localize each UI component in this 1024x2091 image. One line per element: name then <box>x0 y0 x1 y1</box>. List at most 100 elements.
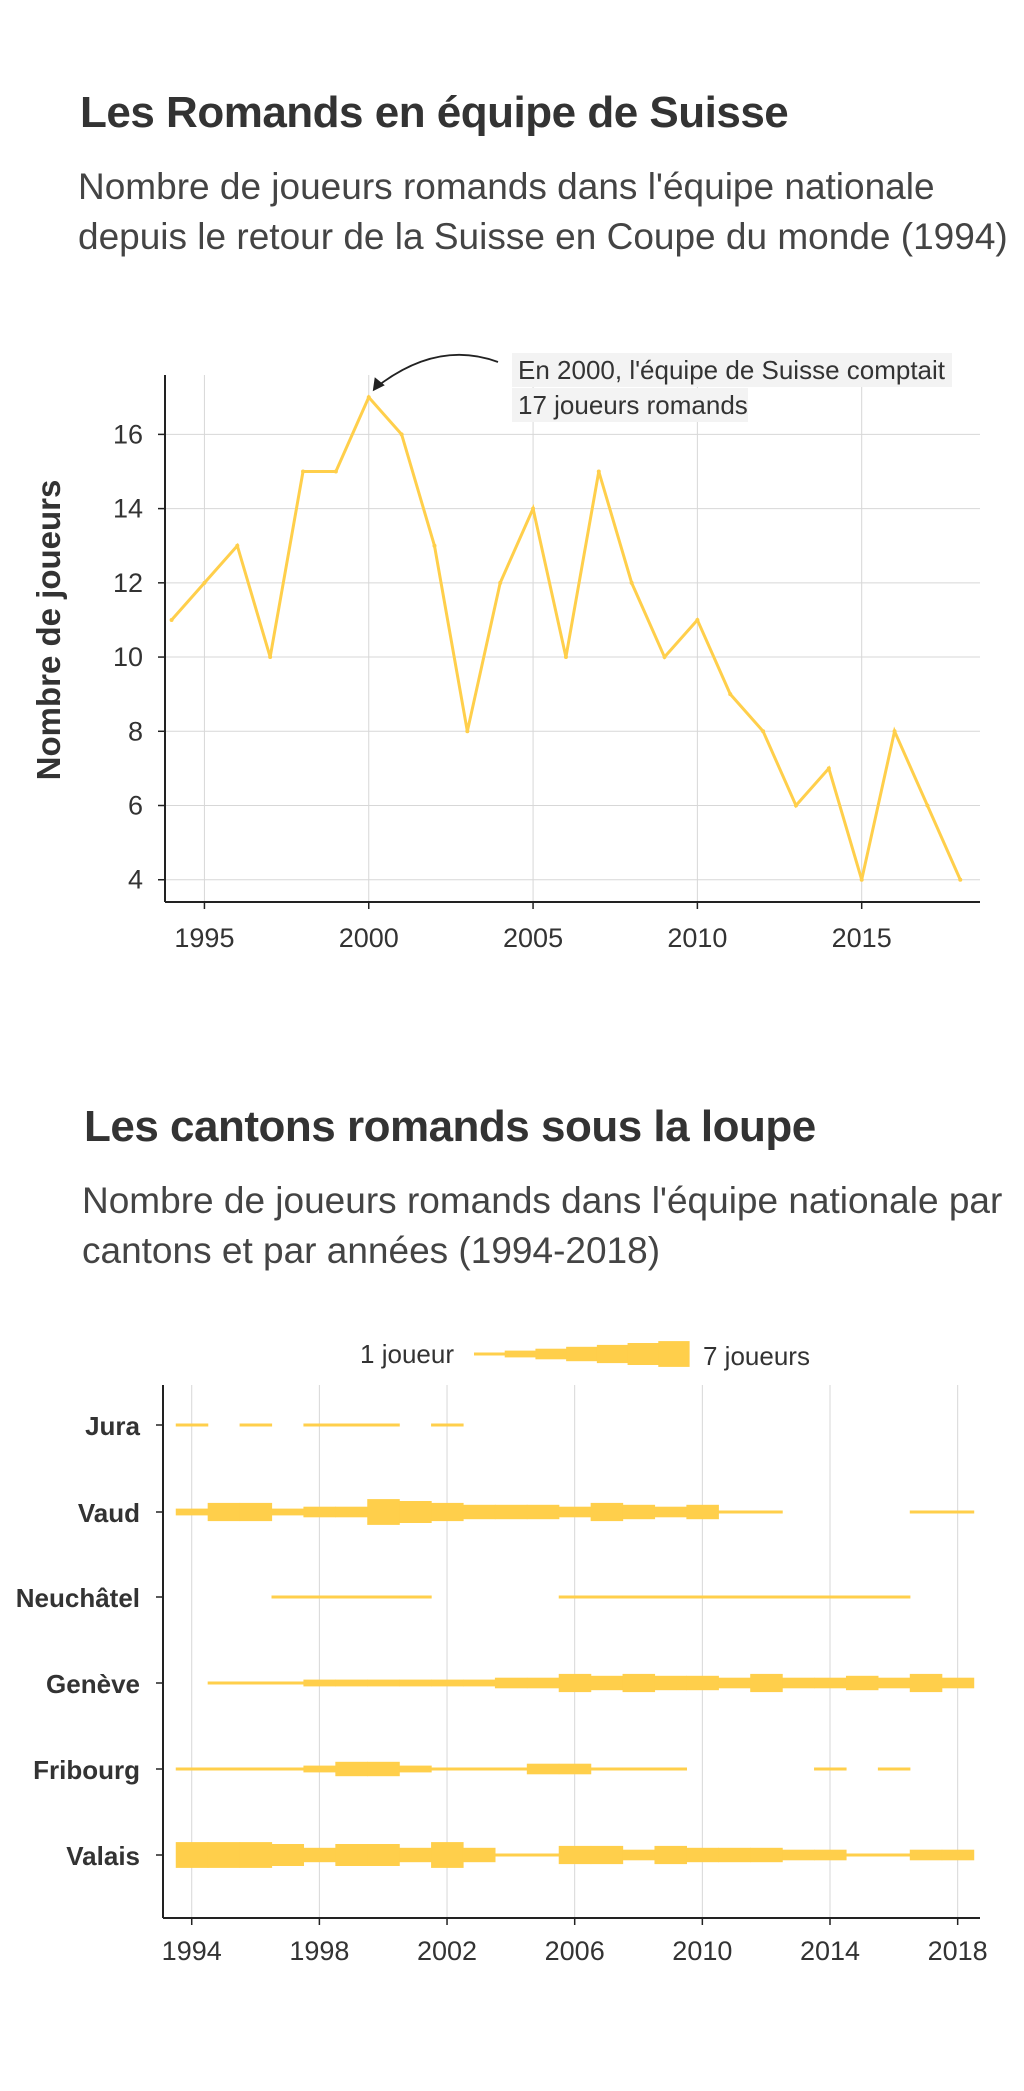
data-point <box>465 729 470 734</box>
canton-segment <box>654 1767 687 1771</box>
canton-label: Genève <box>46 1669 140 1699</box>
canton-segment <box>622 1849 656 1861</box>
data-point <box>695 617 700 622</box>
canton-segment <box>718 1847 751 1863</box>
canton-segment <box>367 1679 400 1687</box>
canton-segment <box>207 1842 241 1868</box>
canton-segment <box>654 1506 687 1518</box>
canton-segment <box>845 1595 879 1599</box>
canton-label: Jura <box>85 1411 140 1441</box>
chart2-grid <box>191 1385 959 1918</box>
legend-swatch <box>596 1344 629 1364</box>
canton-segment <box>271 1508 305 1516</box>
data-point <box>859 877 864 882</box>
data-point <box>629 580 634 585</box>
canton-segment <box>494 1853 528 1857</box>
data-point <box>235 543 240 548</box>
canton-segment <box>909 1673 943 1693</box>
canton-segment <box>686 1675 719 1691</box>
y-tick-label: 14 <box>113 494 143 524</box>
chart1-title: Les Romands en équipe de Suisse <box>80 88 789 137</box>
canton-segment <box>271 1844 305 1866</box>
canton-segment <box>207 1767 241 1771</box>
data-point <box>662 655 667 660</box>
canton-segment <box>814 1677 847 1689</box>
canton-segment <box>909 1510 943 1514</box>
canton-segment <box>399 1501 432 1523</box>
data-point <box>333 469 338 474</box>
canton-segment <box>782 1595 815 1599</box>
chart1-annotation: En 2000, l'équipe de Suisse comptait 17 j… <box>372 353 952 422</box>
chart1-axes <box>158 375 980 909</box>
canton-segment <box>622 1595 656 1599</box>
canton-segment <box>941 1677 975 1689</box>
canton-segment <box>335 1844 368 1866</box>
canton-segment <box>558 1673 592 1693</box>
canton-segment <box>782 1849 815 1861</box>
chart1-tick-labels: 1995 2000 2005 2010 2015 4 6 8 10 12 14 16 <box>113 419 892 953</box>
canton-segment <box>335 1423 368 1427</box>
canton-segment <box>399 1765 432 1773</box>
canton-segment <box>590 1767 624 1771</box>
data-point <box>202 580 207 585</box>
canton-segment <box>431 1502 464 1522</box>
annotation-arrow <box>378 353 499 386</box>
data-point <box>563 655 568 660</box>
canton-segment <box>175 1767 209 1771</box>
chart1-grid <box>165 375 980 902</box>
canton-segment <box>558 1845 592 1865</box>
y-tick-label: 4 <box>128 865 143 895</box>
canton-segment <box>814 1849 847 1861</box>
canton-segment <box>367 1423 400 1427</box>
canton-segment <box>622 1767 656 1771</box>
canton-segment <box>845 1853 879 1857</box>
data-point <box>793 803 798 808</box>
canton-segment <box>558 1763 592 1775</box>
chart2-subtitle: Nombre de joueurs romands dans l'équipe … <box>82 1180 1003 1271</box>
canton-segment <box>303 1595 336 1599</box>
canton-segment <box>431 1842 464 1868</box>
data-point <box>268 655 273 660</box>
canton-segment <box>462 1679 496 1687</box>
canton-segment <box>303 1506 336 1518</box>
canton-segment <box>718 1595 751 1599</box>
annotation-text: En 2000, l'équipe de Suisse comptait <box>518 355 946 385</box>
canton-segment <box>399 1595 432 1599</box>
canton-segment <box>654 1675 687 1691</box>
y-axis-label: Nombre de joueurs <box>30 480 67 781</box>
x-tick-label: 1994 <box>162 1936 222 1966</box>
canton-segment <box>303 1423 336 1427</box>
canton-segment <box>303 1765 336 1773</box>
chart2-rows <box>175 1423 975 1868</box>
annotation-bg <box>512 353 952 387</box>
x-tick-label: 2006 <box>545 1936 605 1966</box>
canton-segment <box>367 1595 400 1599</box>
canton-segment <box>558 1595 592 1599</box>
canton-segment <box>909 1849 943 1861</box>
canton-label: Vaud <box>78 1498 140 1528</box>
data-point <box>596 469 601 474</box>
data-point <box>761 729 766 734</box>
y-tick-label: 6 <box>128 791 143 821</box>
canton-segment <box>814 1595 847 1599</box>
legend-swatch <box>627 1343 659 1365</box>
x-tick-label: 2002 <box>417 1936 477 1966</box>
canton-segment <box>175 1508 209 1516</box>
canton-segment <box>686 1847 719 1863</box>
canton-segment <box>590 1595 624 1599</box>
canton-segment <box>462 1847 496 1863</box>
chart1-subtitle: Nombre de joueurs romands dans l'équipe … <box>78 166 1008 257</box>
y-tick-label: 10 <box>113 642 143 672</box>
x-tick-label: 2010 <box>667 923 727 953</box>
canton-segment <box>654 1595 687 1599</box>
canton-segment <box>303 1847 336 1863</box>
canton-segment <box>239 1767 273 1771</box>
annotation-arrowhead <box>372 377 385 392</box>
canton-segment <box>526 1763 560 1775</box>
legend-swatch <box>566 1346 598 1362</box>
legend-swatch <box>535 1348 567 1360</box>
canton-segment <box>686 1504 719 1520</box>
canton-segment <box>718 1510 751 1514</box>
chart1-series <box>169 394 963 882</box>
